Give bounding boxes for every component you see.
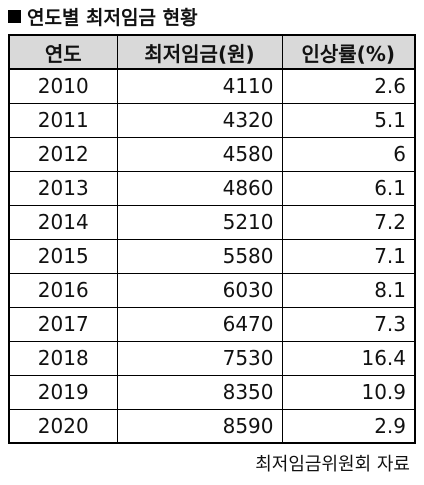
year-cell: 2012 [8, 136, 118, 172]
wage-cell: 8350 [116, 374, 283, 410]
minimum-wage-table: 연도 최저임금(원) 인상률(%) 2010 4110 2.6 2011 432… [8, 34, 416, 444]
rate-cell: 16.4 [281, 340, 416, 376]
title-text: 연도별 최저임금 현황 [27, 7, 198, 29]
header-increase-rate: 인상률(%) [281, 34, 416, 70]
year-cell: 2017 [8, 306, 118, 342]
rate-cell: 6.1 [281, 170, 416, 206]
black-square-icon [8, 10, 21, 23]
table-row: 2020 8590 2.9 [8, 408, 416, 444]
table-row: 2010 4110 2.6 [8, 68, 416, 104]
wage-cell: 4860 [116, 170, 283, 206]
wage-cell: 5580 [116, 238, 283, 274]
header-minimum-wage: 최저임금(원) [116, 34, 283, 70]
year-cell: 2015 [8, 238, 118, 274]
rate-cell: 8.1 [281, 272, 416, 308]
source-note: 최저임금위원회 자료 [255, 454, 410, 475]
year-cell: 2013 [8, 170, 118, 206]
table-row: 2016 6030 8.1 [8, 272, 416, 308]
rate-cell: 7.1 [281, 238, 416, 274]
table-row: 2019 8350 10.9 [8, 374, 416, 410]
year-cell: 2011 [8, 102, 118, 138]
year-cell: 2018 [8, 340, 118, 376]
page-title: 연도별 최저임금 현황 [8, 4, 198, 32]
table-row: 2014 5210 7.2 [8, 204, 416, 240]
year-cell: 2010 [8, 68, 118, 104]
header-year: 연도 [8, 34, 118, 70]
table-row: 2012 4580 6 [8, 136, 416, 172]
year-cell: 2016 [8, 272, 118, 308]
rate-cell: 7.2 [281, 204, 416, 240]
year-cell: 2014 [8, 204, 118, 240]
rate-cell: 6 [281, 136, 416, 172]
wage-cell: 4580 [116, 136, 283, 172]
year-cell: 2020 [8, 408, 118, 444]
rate-cell: 2.6 [281, 68, 416, 104]
rate-cell: 10.9 [281, 374, 416, 410]
rate-cell: 2.9 [281, 408, 416, 444]
wage-cell: 7530 [116, 340, 283, 376]
header-row: 연도 최저임금(원) 인상률(%) [8, 34, 416, 70]
wage-cell: 8590 [116, 408, 283, 444]
wage-cell: 4110 [116, 68, 283, 104]
table-row: 2017 6470 7.3 [8, 306, 416, 342]
wage-cell: 6030 [116, 272, 283, 308]
rate-cell: 7.3 [281, 306, 416, 342]
year-cell: 2019 [8, 374, 118, 410]
table-row: 2015 5580 7.1 [8, 238, 416, 274]
wage-cell: 4320 [116, 102, 283, 138]
wage-cell: 6470 [116, 306, 283, 342]
table-row: 2018 7530 16.4 [8, 340, 416, 376]
rate-cell: 5.1 [281, 102, 416, 138]
table-row: 2013 4860 6.1 [8, 170, 416, 206]
table-row: 2011 4320 5.1 [8, 102, 416, 138]
wage-cell: 5210 [116, 204, 283, 240]
